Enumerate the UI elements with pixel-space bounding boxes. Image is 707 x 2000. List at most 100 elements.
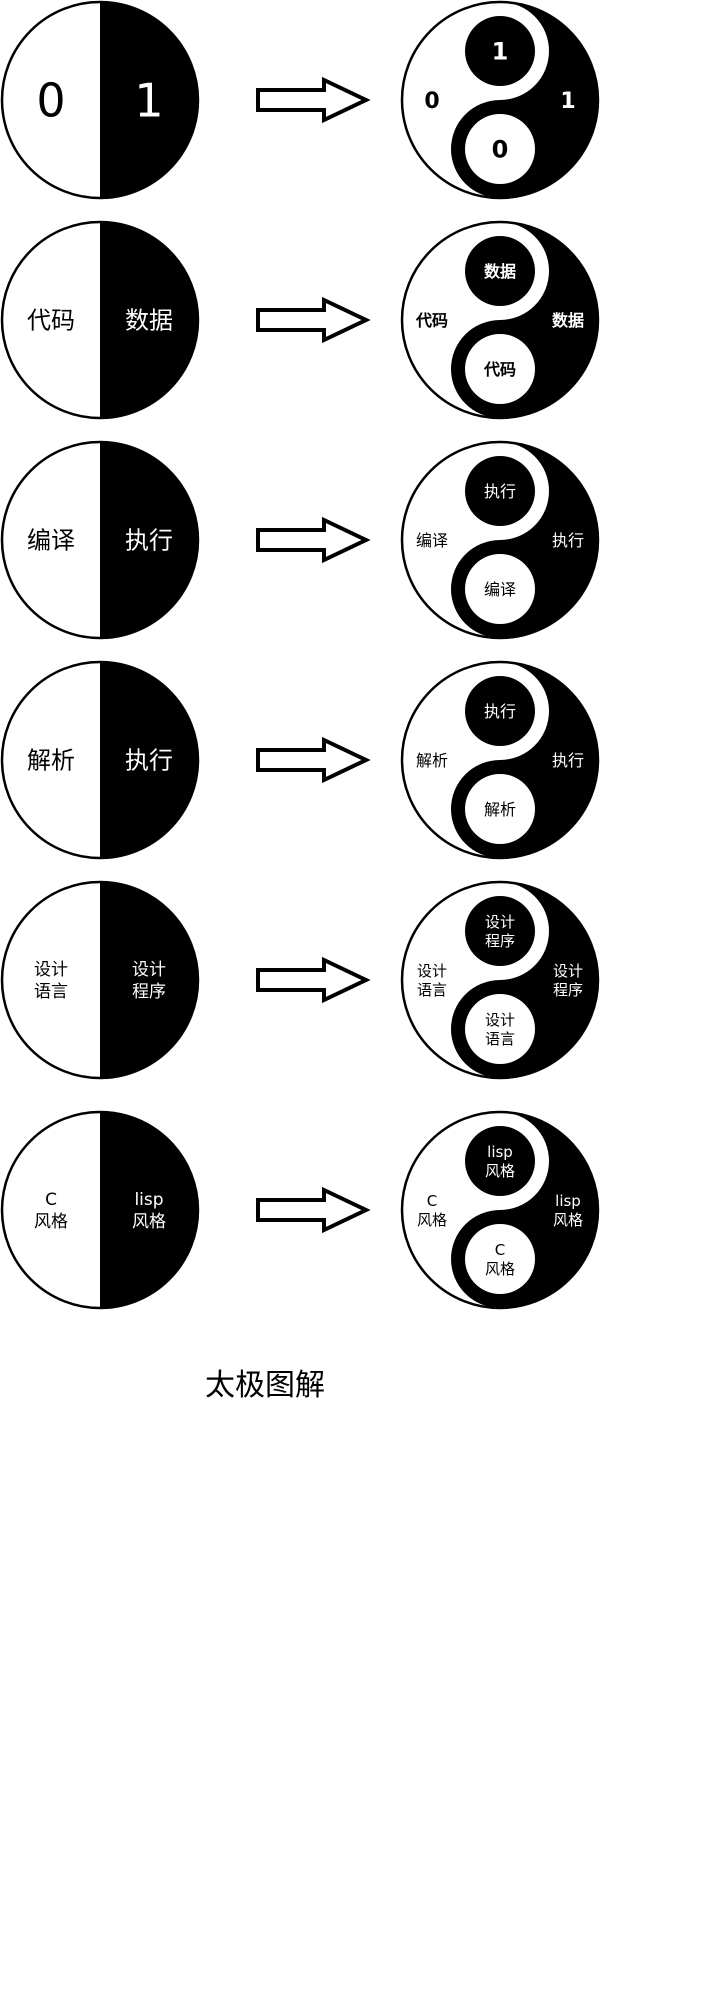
taiji-white-label: 代码	[415, 311, 448, 330]
taiji-top-dot-label: lisp 风格	[485, 1143, 515, 1180]
taiji-top-dot-label: 执行	[484, 482, 516, 501]
taiji-white-label-line: 解析	[416, 751, 448, 770]
taiji-bottom-dot-label: 解析	[484, 800, 516, 819]
split-circle-black-label-line: 数据	[125, 307, 173, 335]
taiji-top-dot-label: 数据	[484, 262, 516, 281]
split-circle-yin-half	[100, 222, 198, 418]
taiji-black-label: 设计程序	[553, 962, 583, 999]
taiji-top-dot-label-line: 设计	[485, 913, 515, 931]
split-circle-outline	[0, 660, 200, 860]
split-circle-white-label: 设计语言	[34, 960, 68, 1002]
split-circle-yin-half	[100, 442, 198, 638]
taiji-bottom-dot-label: 编译	[484, 580, 516, 599]
taiji-white-label-line: 设计	[417, 962, 447, 980]
taiji-top-dot-label-line: lisp	[487, 1143, 513, 1161]
split-circle-white-label-line: 解析	[27, 747, 75, 775]
taiji-bottom-dot	[465, 774, 535, 844]
taiji-top-dot-label-line: 1	[492, 38, 509, 66]
taiji-white-label-line: C	[427, 1192, 437, 1210]
taiji-bottom-dot-label-line: C	[495, 1241, 505, 1259]
split-circle-black-label: 数据	[125, 307, 173, 335]
taiji-bottom-dot-label-line: 语言	[485, 1030, 515, 1048]
split-circle: 编译 执行	[0, 440, 200, 640]
taiji-white-label: 编译	[416, 531, 448, 550]
split-circle-white-label-line: 编译	[27, 527, 75, 555]
taiji-bottom-dot-label-line: 编译	[484, 580, 516, 599]
taiji-white-label-line: 编译	[416, 531, 448, 550]
taiji-black-label-line: lisp	[555, 1192, 581, 1210]
taiji-circle: 0 1 1 0	[400, 0, 600, 200]
taiji-top-dot-label-line: 数据	[484, 262, 516, 281]
taiji-top-dot	[465, 896, 535, 966]
taiji-bottom-dot-label-line: 0	[492, 136, 509, 164]
split-circle: 代码 数据	[0, 220, 200, 420]
taiji-top-dot-label: 设计程序	[485, 913, 515, 950]
split-circle-outline	[0, 1110, 200, 1310]
taiji-bottom-dot	[465, 554, 535, 624]
split-circle-yin-half	[100, 882, 198, 1078]
split-circle-black-label-line: 执行	[125, 747, 173, 775]
row-1: 0 1 0 110	[0, 0, 600, 200]
taiji-bottom-dot	[465, 114, 535, 184]
taiji-top-dot	[465, 456, 535, 526]
taiji-bottom-dot-label-line: 解析	[484, 800, 516, 819]
split-circle-yin-half	[100, 1112, 198, 1308]
split-circle-white-label: 0	[36, 74, 65, 128]
taiji-black-label-line: 设计	[553, 962, 583, 980]
taiji-bottom-dot-label-line: 设计	[485, 1011, 515, 1029]
taiji-white-label-line: 语言	[417, 981, 447, 999]
split-circle-white-label: C 风格	[34, 1190, 68, 1232]
taiji-black-label: lisp 风格	[553, 1192, 583, 1229]
taiji-bottom-dot-label: 代码	[483, 360, 516, 379]
taiji-outline	[400, 1110, 600, 1310]
split-circle-black-label-line: 设计	[132, 960, 166, 980]
arrow-icon	[256, 296, 371, 344]
taiji-outline	[400, 880, 600, 1080]
split-circle-white-label-line: 设计	[34, 960, 68, 980]
taiji-top-dot-label: 执行	[484, 702, 516, 721]
taiji-bottom-dot	[465, 994, 535, 1064]
taiji-black-label-line: 执行	[552, 531, 584, 550]
taiji-black-label: 执行	[552, 751, 584, 770]
arrow-icon	[256, 1186, 371, 1234]
taiji-white-label: C 风格	[417, 1192, 447, 1229]
arrow-icon	[256, 736, 371, 784]
taiji-black-label-line: 风格	[553, 1211, 583, 1229]
split-circle-black-label-line: 风格	[132, 1212, 166, 1232]
taiji-white-label-line: 风格	[417, 1211, 447, 1229]
split-circle-white-label-line: C	[45, 1190, 57, 1210]
split-circle-black-label-line: 程序	[132, 982, 166, 1002]
split-circle-yin-half	[100, 662, 198, 858]
arrow-icon	[256, 76, 371, 124]
split-circle-white-label: 代码	[27, 307, 75, 335]
split-circle-black-label: 1	[134, 74, 163, 128]
split-circle-black-label: 执行	[125, 747, 173, 775]
taiji-outline	[400, 660, 600, 860]
taiji-black-label: 数据	[552, 311, 584, 330]
taiji-outline	[400, 0, 600, 200]
taiji-bottom-dot-label: 0	[492, 136, 509, 164]
taiji-black-label-line: 执行	[552, 751, 584, 770]
taiji-white-label-line: 0	[424, 89, 439, 114]
taiji-white-label-line: 代码	[415, 311, 448, 330]
split-circle-outline	[0, 220, 200, 420]
taiji-top-dot	[465, 16, 535, 86]
taiji-black-label-line: 1	[560, 89, 575, 114]
split-circle: C 风格 lisp 风格	[0, 1110, 200, 1310]
taiji-outline	[400, 220, 600, 420]
taiji-white-label: 解析	[416, 751, 448, 770]
split-circle-black-label-line: lisp	[134, 1190, 163, 1210]
split-circle-outline	[0, 0, 200, 200]
split-circle-outline	[0, 440, 200, 640]
